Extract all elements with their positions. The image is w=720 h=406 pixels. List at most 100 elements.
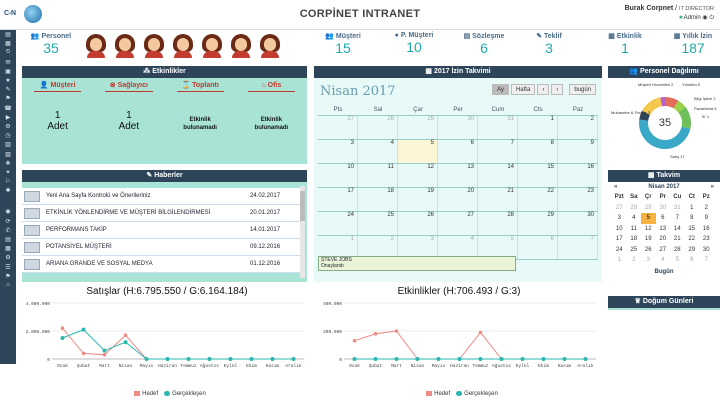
personel-donut[interactable]: 35 Muhasebe & Finans 3 Müşteri Hizmetler… bbox=[608, 78, 720, 164]
data-point[interactable] bbox=[457, 357, 462, 361]
calendar-day-cell[interactable]: 27 bbox=[438, 212, 478, 235]
etkinlik-toplanti[interactable]: ⌛ Toplantı Etkinlik bulunamadı bbox=[165, 80, 236, 132]
takvim-day[interactable]: 7 bbox=[675, 215, 679, 221]
news-item[interactable]: ETKİNLİK YÖNLENDİRME VE MÜŞTERİ BİLGİLEN… bbox=[22, 205, 300, 222]
calendar-day-cell[interactable]: 25 bbox=[358, 212, 398, 235]
calendar-day-cell[interactable]: 11 bbox=[358, 164, 398, 187]
takvim-day[interactable]: 15 bbox=[688, 225, 696, 232]
next-month-button[interactable]: › bbox=[551, 84, 564, 95]
calendar-day-cell[interactable]: 6 bbox=[518, 236, 558, 259]
calendar-day-cell[interactable]: 14 bbox=[478, 164, 518, 187]
sidebar-icon[interactable]: ◷ bbox=[5, 133, 11, 140]
calendar-day-cell[interactable]: 6 bbox=[438, 140, 478, 163]
takvim-day[interactable]: 6 bbox=[690, 257, 694, 263]
takvim-day[interactable]: 26 bbox=[644, 246, 652, 253]
takvim-day[interactable]: 25 bbox=[630, 246, 638, 253]
sidebar-icon[interactable]: ⌂ bbox=[6, 282, 10, 289]
takvim-day[interactable]: 6 bbox=[661, 215, 665, 221]
takvim-day[interactable]: 28 bbox=[673, 246, 681, 253]
dogum-gunleri-header[interactable]: ♕ Doğum Günleri bbox=[608, 296, 720, 308]
sidebar-icon[interactable]: ✆ bbox=[5, 227, 11, 234]
data-point[interactable] bbox=[478, 330, 483, 335]
sidebar-icon[interactable]: ▧ bbox=[5, 151, 11, 158]
takvim-day[interactable]: 1 bbox=[617, 257, 621, 263]
stat-musteri[interactable]: 👥 Müşteri 15 bbox=[325, 33, 361, 56]
donut-slice[interactable] bbox=[673, 100, 686, 113]
etkinlik-ofis[interactable]: ⌂ Ofis Etkinlik bulunamadı bbox=[236, 80, 307, 132]
donut-slice[interactable] bbox=[660, 97, 665, 107]
data-point[interactable] bbox=[520, 357, 525, 361]
data-point[interactable] bbox=[478, 357, 483, 361]
sidebar-icon[interactable]: ❖ bbox=[5, 160, 11, 167]
takvim-day[interactable]: 18 bbox=[630, 236, 638, 242]
takvim-day[interactable]: 31 bbox=[673, 204, 681, 211]
data-point[interactable] bbox=[165, 357, 170, 361]
donut-slice[interactable] bbox=[678, 106, 691, 129]
takvim-day[interactable]: 27 bbox=[659, 246, 667, 253]
data-point[interactable] bbox=[207, 357, 212, 361]
sidebar-icon[interactable]: ▣ bbox=[5, 68, 11, 75]
takvim-day[interactable]: 20 bbox=[659, 236, 667, 242]
takvim-day[interactable]: 3 bbox=[617, 215, 621, 221]
takvim-day[interactable]: 23 bbox=[702, 236, 710, 242]
week-view-button[interactable]: Hafta bbox=[510, 84, 536, 95]
calendar-day-cell[interactable]: 2 bbox=[558, 116, 598, 139]
stat-yillik-izin[interactable]: ▦ Yıllık İzin 187 bbox=[673, 33, 713, 56]
calendar-day-cell[interactable]: 17 bbox=[318, 188, 358, 211]
news-item[interactable]: PERFORMANS TAKİP 14.01.2017 bbox=[22, 222, 300, 239]
calendar-day-cell[interactable]: 31 bbox=[478, 116, 518, 139]
calendar-day-cell[interactable]: 5 bbox=[398, 140, 438, 163]
donut-slice[interactable] bbox=[639, 119, 691, 150]
data-point[interactable] bbox=[270, 357, 275, 361]
sidebar-icon[interactable]: ▥ bbox=[5, 142, 11, 149]
data-point[interactable] bbox=[394, 357, 399, 361]
sidebar-icon[interactable]: ⚐ bbox=[5, 179, 11, 186]
takvim-day[interactable]: 2 bbox=[632, 257, 636, 263]
calendar-day-cell[interactable]: 29 bbox=[398, 116, 438, 139]
sidebar-icon[interactable]: ◉ bbox=[5, 209, 11, 216]
sidebar-icon[interactable]: ☰ bbox=[5, 264, 11, 271]
data-point[interactable] bbox=[541, 357, 546, 361]
data-point[interactable] bbox=[81, 327, 86, 332]
calendar-day-cell[interactable]: 26 bbox=[398, 212, 438, 235]
calendar-day-cell[interactable]: 12 bbox=[398, 164, 438, 187]
calendar-day-cell[interactable]: 2 bbox=[358, 236, 398, 259]
donut-slice[interactable] bbox=[639, 110, 651, 121]
takvim-day[interactable]: 5 bbox=[675, 257, 679, 263]
employee-avatar[interactable] bbox=[142, 34, 166, 58]
sidebar-icon[interactable]: ⚙ bbox=[5, 255, 11, 262]
takvim-today-link[interactable]: Bugün bbox=[654, 268, 674, 275]
user-info[interactable]: Burak Corpnet / IT DIRECTOR ★Admin ◉ ⏻ bbox=[624, 5, 714, 21]
today-button[interactable]: bugün bbox=[569, 84, 596, 95]
company-logo[interactable]: C-N bbox=[4, 4, 42, 26]
data-point[interactable] bbox=[499, 357, 504, 361]
sidebar-icon[interactable]: ★ bbox=[5, 78, 11, 85]
calendar-day-cell[interactable]: 13 bbox=[438, 164, 478, 187]
employee-avatar[interactable] bbox=[229, 34, 253, 58]
takvim-next[interactable]: » bbox=[710, 184, 714, 190]
stat-teklif[interactable]: ✎ Teklif 3 bbox=[536, 33, 562, 56]
data-point[interactable] bbox=[186, 357, 191, 361]
sidebar-icon[interactable]: ▦ bbox=[5, 41, 11, 48]
data-point[interactable] bbox=[123, 333, 128, 337]
calendar-day-cell[interactable]: 30 bbox=[558, 212, 598, 235]
data-point[interactable] bbox=[60, 326, 65, 330]
calendar-day-cell[interactable]: 20 bbox=[438, 188, 478, 211]
data-point[interactable] bbox=[249, 357, 254, 361]
news-item[interactable]: Yeni Ana Sayfa Kontrolü ve Önerileriniz 2… bbox=[22, 188, 300, 205]
takvim-day[interactable]: 13 bbox=[659, 225, 667, 232]
calendar-day-cell[interactable]: 8 bbox=[518, 140, 558, 163]
calendar-day-cell[interactable]: 28 bbox=[478, 212, 518, 235]
takvim-day[interactable]: 24 bbox=[615, 246, 623, 253]
calendar-day-cell[interactable]: 4 bbox=[438, 236, 478, 259]
takvim-day[interactable]: 19 bbox=[644, 236, 652, 242]
takvim-day[interactable]: 16 bbox=[702, 225, 710, 232]
sidebar-icon[interactable]: ⏲ bbox=[5, 49, 11, 56]
calendar-day-cell[interactable]: 3 bbox=[398, 236, 438, 259]
calendar-day-cell[interactable]: 15 bbox=[518, 164, 558, 187]
takvim-day[interactable]: 3 bbox=[646, 257, 650, 263]
calendar-day-cell[interactable]: 24 bbox=[318, 212, 358, 235]
news-scrollbar[interactable] bbox=[300, 186, 305, 278]
calendar-day-cell[interactable]: 29 bbox=[518, 212, 558, 235]
donut-slice[interactable] bbox=[642, 97, 662, 115]
